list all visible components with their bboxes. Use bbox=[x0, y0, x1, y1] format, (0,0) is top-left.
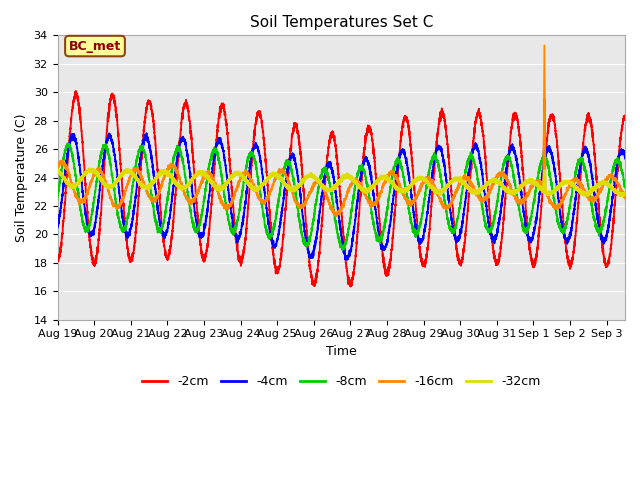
Legend: -2cm, -4cm, -8cm, -16cm, -32cm: -2cm, -4cm, -8cm, -16cm, -32cm bbox=[137, 370, 545, 393]
X-axis label: Time: Time bbox=[326, 345, 356, 358]
Text: BC_met: BC_met bbox=[69, 39, 121, 52]
Y-axis label: Soil Temperature (C): Soil Temperature (C) bbox=[15, 113, 28, 242]
Title: Soil Temperatures Set C: Soil Temperatures Set C bbox=[250, 15, 433, 30]
